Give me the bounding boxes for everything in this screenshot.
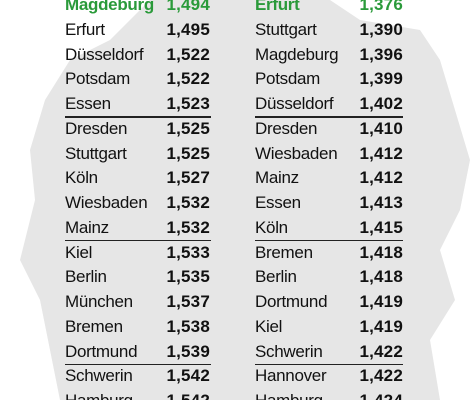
price: 1,412 [359, 168, 403, 188]
price: 1,532 [166, 217, 210, 237]
price: 1,402 [359, 94, 403, 113]
city-name: Schwerin [65, 366, 133, 386]
city-name: Köln [65, 168, 98, 188]
price: 1,410 [359, 118, 403, 138]
city-name: Bremen [255, 242, 313, 262]
price: 1,422 [359, 341, 403, 361]
price: 1,418 [359, 267, 403, 287]
price: 1,422 [359, 366, 403, 386]
city-name: Dortmund [65, 341, 138, 361]
price: 1,415 [359, 217, 403, 237]
city-name: Kiel [255, 316, 283, 336]
city-name: Düsseldorf [65, 44, 144, 64]
city-name: Stuttgart [65, 143, 127, 163]
price: 1,542 [130, 391, 210, 400]
city-name: Essen [255, 193, 301, 212]
price: 1,412 [359, 143, 403, 163]
price: 1,535 [166, 267, 210, 287]
price: 1,525 [166, 118, 210, 138]
city-name: Schwerin [255, 341, 323, 361]
city-name: München [65, 292, 133, 311]
city-name: Potsdam [65, 69, 130, 89]
price: 1,523 [166, 94, 210, 113]
price: 1,522 [166, 69, 210, 89]
city-name: Dortmund [255, 292, 328, 311]
city-name: Wiesbaden [65, 193, 148, 212]
price: 1,419 [359, 316, 403, 336]
city-name: Köln [255, 217, 288, 237]
price: 1,537 [166, 292, 210, 311]
price: 1,376 [359, 0, 403, 14]
city-name: Wiesbaden [255, 143, 338, 163]
price: 1,527 [166, 168, 210, 188]
city-name: Erfurt [255, 0, 300, 14]
separator [65, 363, 211, 365]
city-name: Erfurt [65, 19, 105, 39]
separator [65, 116, 211, 118]
price: 1,413 [359, 193, 403, 212]
city-name: Dresden [65, 118, 128, 138]
city-name: Berlin [255, 267, 297, 287]
city-name: Magdeburg [65, 0, 154, 14]
city-name: Bremen [65, 316, 123, 336]
price: 1,539 [166, 341, 210, 361]
city-name: Berlin [65, 267, 107, 287]
city-name: Mainz [65, 217, 109, 237]
price: 1,522 [166, 44, 210, 64]
city-name: Kiel [65, 242, 93, 262]
city-name: Mainz [255, 168, 299, 188]
price: 1,525 [166, 143, 210, 163]
city-name: Hannover [255, 366, 327, 386]
price: 1,538 [166, 316, 210, 336]
city-name: Magdeburg [255, 44, 339, 64]
price: 1,418 [359, 242, 403, 262]
separator [65, 239, 211, 242]
city-name: Dresden [255, 118, 318, 138]
city-name: Essen [65, 94, 111, 113]
price: 1,424 [323, 391, 403, 400]
separator [255, 116, 403, 118]
price: 1,419 [359, 292, 403, 311]
price: 1,533 [166, 242, 210, 262]
city-name: Hamburg [255, 391, 323, 400]
separator [255, 363, 403, 365]
city-name: Potsdam [255, 69, 320, 89]
price: 1,495 [166, 19, 210, 39]
separator [255, 239, 403, 242]
price: 1,542 [166, 366, 210, 386]
price: 1,494 [166, 0, 210, 14]
city-name: Hamburg [65, 391, 133, 400]
city-name: Stuttgart [255, 19, 317, 39]
price: 1,532 [166, 193, 210, 212]
price: 1,399 [359, 69, 403, 89]
price: 1,396 [359, 44, 403, 64]
germany-shape [20, 0, 470, 400]
price: 1,390 [359, 19, 403, 39]
city-name: Düsseldorf [255, 94, 334, 113]
